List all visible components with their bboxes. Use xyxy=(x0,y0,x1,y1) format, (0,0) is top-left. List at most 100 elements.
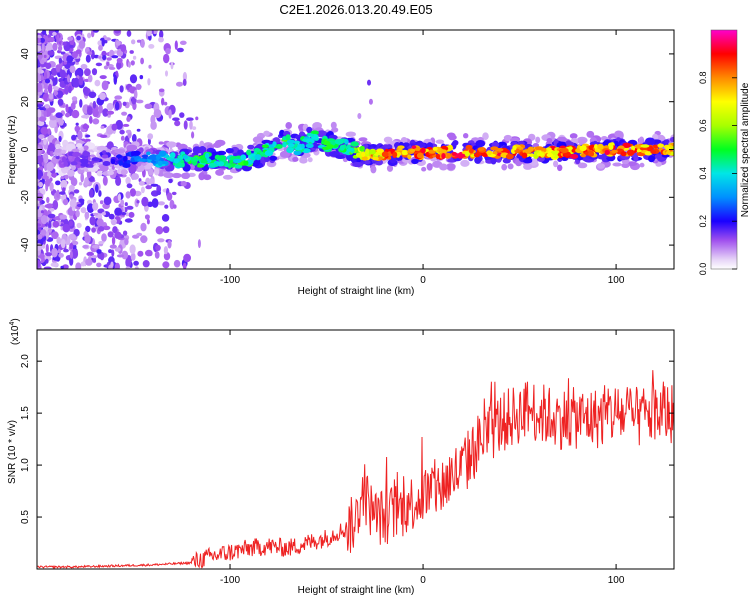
heatmap-cell xyxy=(114,30,121,34)
heatmap-cell xyxy=(47,143,56,152)
heatmap-cell xyxy=(87,32,92,39)
heatmap-cell xyxy=(47,128,51,135)
heatmap-cell xyxy=(534,146,544,151)
heatmap-cell xyxy=(99,92,106,100)
heatmap-cell xyxy=(307,133,315,137)
heatmap-cell xyxy=(91,157,100,162)
heatmap-cell xyxy=(54,148,61,153)
heatmap-cell xyxy=(597,154,607,160)
heatmap-cell xyxy=(222,174,233,180)
heatmap-cell xyxy=(411,145,417,149)
heatmap-cell xyxy=(535,136,541,144)
heatmap-cell xyxy=(568,146,573,151)
heatmap-cell xyxy=(546,138,553,143)
heatmap-cell xyxy=(570,154,579,159)
heatmap-cell xyxy=(295,146,303,151)
heatmap-cell xyxy=(234,164,243,169)
colorbar: 0.0 0.2 0.4 0.6 0.8 Normalized spectral ampl… xyxy=(698,29,750,275)
heatmap-cell xyxy=(45,243,49,254)
heatmap-cell xyxy=(85,54,91,63)
heatmap-cell xyxy=(133,89,138,99)
heatmap-cell xyxy=(168,109,172,119)
heatmap-cell xyxy=(108,213,115,220)
heatmap-cell xyxy=(275,144,283,149)
heatmap-cell xyxy=(70,102,76,110)
heatmap-cell xyxy=(37,72,42,83)
heatmap-cell xyxy=(111,219,117,226)
heatmap-cell xyxy=(165,47,171,55)
heatmap-cell xyxy=(114,95,123,100)
colorbar-tick-label: 0.6 xyxy=(698,119,708,132)
heatmap-cell xyxy=(145,185,152,190)
heatmap-cell xyxy=(124,218,133,223)
heatmap-cell xyxy=(140,235,148,244)
heatmap-marks xyxy=(37,30,674,269)
heatmap-cell xyxy=(448,144,453,149)
heatmap-cell xyxy=(50,67,58,76)
heatmap-cell xyxy=(102,55,107,61)
heatmap-cell xyxy=(225,163,230,167)
heatmap-cell xyxy=(86,51,93,56)
snr-series-line xyxy=(36,370,675,570)
heatmap-cell xyxy=(402,142,410,147)
heatmap-cell xyxy=(166,141,177,148)
heatmap-cell xyxy=(334,139,344,145)
heatmap-cell xyxy=(287,143,295,148)
heatmap-cell xyxy=(502,158,511,164)
heatmap-cell xyxy=(503,134,512,142)
heatmap-cell xyxy=(43,54,47,59)
heatmap-cell xyxy=(37,91,43,96)
heatmap-cell xyxy=(101,211,106,216)
heatmap-cell xyxy=(69,242,74,250)
heatmap-cell xyxy=(150,183,159,187)
heatmap-cell xyxy=(37,67,42,75)
colorbar-tick-label: 0.2 xyxy=(698,215,708,228)
heatmap-cell xyxy=(62,198,69,206)
heatmap-cell xyxy=(96,170,103,177)
heatmap-cell xyxy=(39,206,43,211)
heatmap-cell xyxy=(263,130,270,137)
heatmap-cell xyxy=(114,148,126,154)
heatmap-cell xyxy=(106,110,115,115)
heatmap-cell xyxy=(98,190,102,197)
heatmap-cell xyxy=(211,151,223,156)
heatmap-cell xyxy=(482,132,489,140)
heatmap-cell xyxy=(77,130,83,140)
x-tick-label: 0 xyxy=(420,575,426,586)
heatmap-cell xyxy=(92,259,97,263)
heatmap-cell xyxy=(153,108,162,119)
heatmap-cell xyxy=(91,227,96,233)
heatmap-cell xyxy=(85,225,91,233)
heatmap-cell xyxy=(78,182,83,186)
heatmap-cell xyxy=(359,145,365,152)
heatmap-cell xyxy=(157,160,163,167)
heatmap-cell xyxy=(101,37,105,47)
heatmap-cell xyxy=(82,244,89,249)
heatmap-cell xyxy=(345,131,356,137)
heatmap-cell xyxy=(368,98,373,105)
heatmap-cell xyxy=(397,145,405,149)
heatmap-cell xyxy=(92,108,99,118)
heatmap-cell xyxy=(285,122,293,129)
heatmap-cell xyxy=(107,170,114,176)
heatmap-cell xyxy=(523,159,533,164)
heatmap-cell xyxy=(183,120,188,130)
heatmap-cell xyxy=(69,65,76,74)
heatmap-cell xyxy=(639,162,645,168)
heatmap-cell xyxy=(137,158,146,162)
y-tick-label: 20 xyxy=(20,96,31,108)
heatmap-cell xyxy=(421,147,426,154)
heatmap-cell xyxy=(83,145,89,151)
heatmap-cell xyxy=(102,150,107,155)
heatmap-cell xyxy=(79,99,83,108)
heatmap-cell xyxy=(164,204,169,209)
heatmap-cell xyxy=(102,108,109,117)
heatmap-cell xyxy=(550,150,559,155)
heatmap-cell xyxy=(440,149,448,154)
heatmap-cell xyxy=(58,45,63,52)
heatmap-cell xyxy=(147,137,151,145)
heatmap-cell xyxy=(451,151,457,156)
heatmap-cell xyxy=(49,208,55,212)
heatmap-cell xyxy=(63,248,69,253)
heatmap-cell xyxy=(91,244,99,249)
